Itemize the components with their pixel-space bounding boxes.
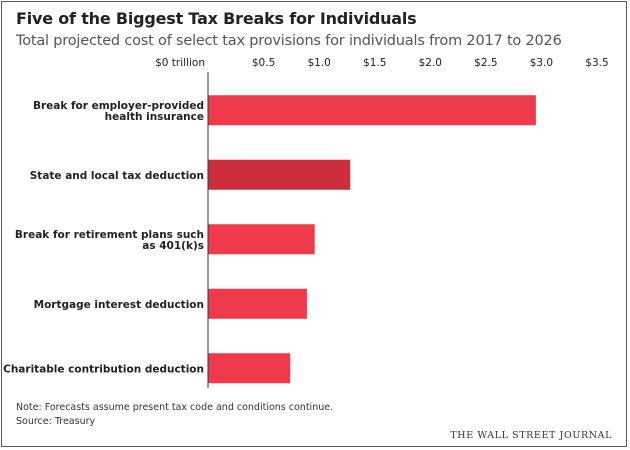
x-tick-label: $0.5 xyxy=(252,57,275,69)
bar xyxy=(208,159,351,190)
category-label: Charitable contribution deduction xyxy=(3,363,204,375)
bars xyxy=(208,95,536,384)
bar xyxy=(208,353,291,384)
source-note: Source: Treasury xyxy=(16,416,96,427)
category-label: Break for employer-provided xyxy=(33,100,204,112)
category-label: Mortgage interest deduction xyxy=(34,299,204,311)
bar xyxy=(208,288,307,319)
category-label: State and local tax deduction xyxy=(30,170,204,182)
bar xyxy=(208,95,536,126)
bar xyxy=(208,224,315,255)
x-tick-label: $3.5 xyxy=(585,57,608,69)
x-tick-label: $1.0 xyxy=(307,57,330,69)
footnote: Note: Forecasts assume present tax code … xyxy=(16,402,334,413)
x-tick-label: $0 trillion xyxy=(155,57,205,69)
chart-subtitle: Total projected cost of select tax provi… xyxy=(16,33,562,49)
x-tick-label: $3.0 xyxy=(530,57,553,69)
category-label: as 401(k)s xyxy=(142,240,204,252)
chart-title: Five of the Biggest Tax Breaks for Indiv… xyxy=(16,9,417,28)
x-tick-label: $2.0 xyxy=(419,57,442,69)
category-label: Break for retirement plans such xyxy=(15,229,204,241)
x-axis-ticks: $0 trillion $0.5 $1.0 $1.5 $2.0 $2.5 $3.0 $3.5 xyxy=(155,57,609,69)
publisher-brand: THE WALL STREET JOURNAL xyxy=(450,430,612,441)
x-tick-label: $1.5 xyxy=(363,57,386,69)
x-tick-label: $2.5 xyxy=(474,57,497,69)
category-label: health insurance xyxy=(105,111,204,123)
